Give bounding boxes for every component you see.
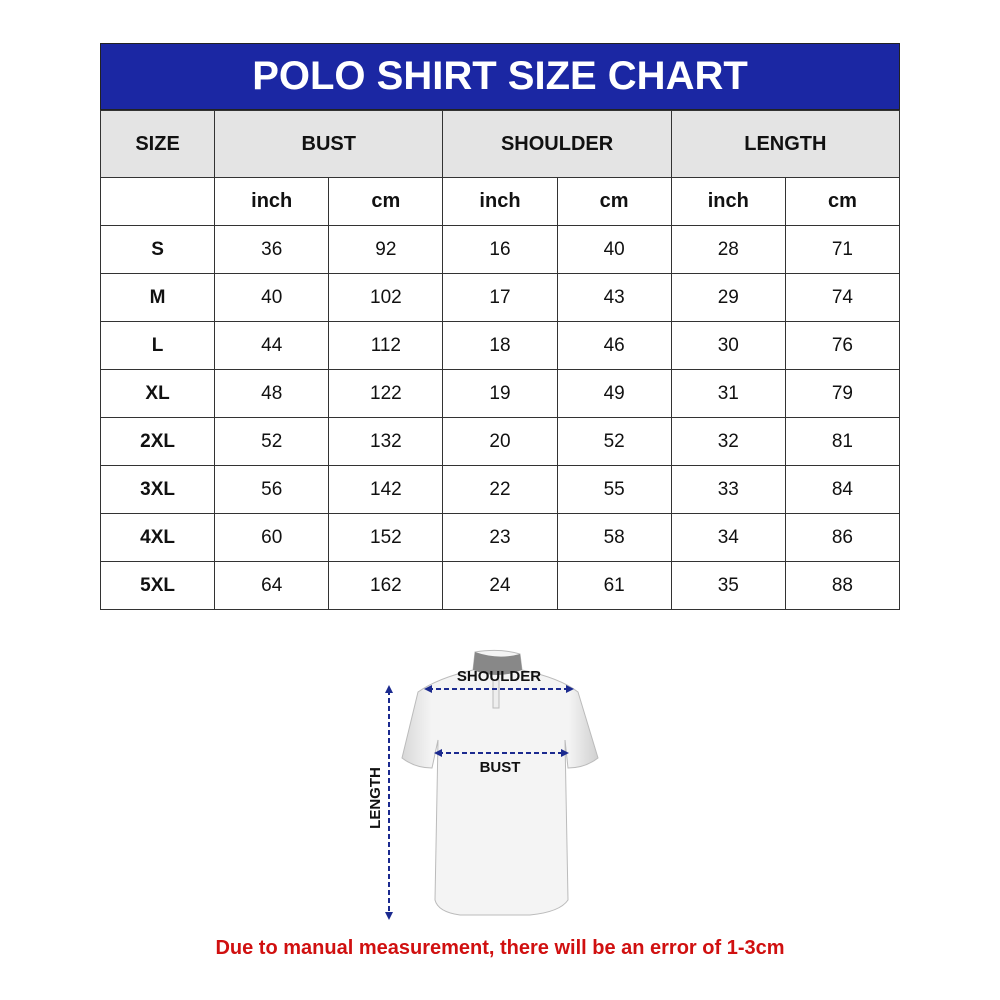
value-cell: 30 [670, 321, 786, 370]
bust-label: BUST [480, 759, 521, 776]
value-cell: 88 [784, 561, 901, 610]
value-cell: 76 [784, 321, 901, 370]
collar-icon [473, 652, 522, 675]
value-cell: 43 [556, 273, 672, 322]
value-cell: 84 [784, 465, 901, 514]
unit-blank [99, 177, 216, 226]
table-row: 3XL 56 142 22 55 33 84 [99, 465, 901, 514]
value-cell: 46 [556, 321, 672, 370]
table-row: M 40 102 17 43 29 74 [99, 273, 901, 322]
table-row: L 44 112 18 46 30 76 [99, 321, 901, 370]
value-cell: 112 [328, 321, 444, 370]
table-row: S 36 92 16 40 28 71 [99, 225, 901, 274]
value-cell: 58 [556, 513, 672, 562]
unit-row: inch cm inch cm inch cm [99, 177, 901, 226]
table-row: 4XL 60 152 23 58 34 86 [99, 513, 901, 562]
value-cell: 61 [556, 561, 672, 610]
header-shoulder: SHOULDER [442, 110, 672, 178]
value-cell: 22 [442, 465, 558, 514]
value-cell: 132 [328, 417, 444, 466]
table-row: XL 48 122 19 49 31 79 [99, 369, 901, 418]
value-cell: 81 [784, 417, 901, 466]
shirt-body [401, 649, 599, 916]
unit: inch [670, 177, 786, 226]
value-cell: 32 [670, 417, 786, 466]
value-cell: 36 [214, 225, 330, 274]
value-cell: 71 [784, 225, 901, 274]
value-cell: 102 [328, 273, 444, 322]
value-cell: 33 [670, 465, 786, 514]
size-cell: 4XL [99, 513, 216, 562]
table-row: 5XL 64 162 24 61 35 88 [99, 561, 901, 610]
value-cell: 79 [784, 369, 901, 418]
size-cell: 3XL [99, 465, 216, 514]
value-cell: 56 [214, 465, 330, 514]
value-cell: 92 [328, 225, 444, 274]
size-cell: XL [99, 369, 216, 418]
value-cell: 31 [670, 369, 786, 418]
value-cell: 60 [214, 513, 330, 562]
value-cell: 34 [670, 513, 786, 562]
page-title: POLO SHIRT SIZE CHART [100, 43, 900, 110]
header-length: LENGTH [670, 110, 901, 178]
value-cell: 55 [556, 465, 672, 514]
value-cell: 64 [214, 561, 330, 610]
value-cell: 18 [442, 321, 558, 370]
value-cell: 48 [214, 369, 330, 418]
size-table: SIZE BUST SHOULDER LENGTH inch cm inch c… [99, 110, 901, 610]
size-cell: 5XL [99, 561, 216, 610]
value-cell: 23 [442, 513, 558, 562]
value-cell: 24 [442, 561, 558, 610]
value-cell: 162 [328, 561, 444, 610]
unit: inch [442, 177, 558, 226]
header-row: SIZE BUST SHOULDER LENGTH [99, 110, 901, 178]
value-cell: 28 [670, 225, 786, 274]
value-cell: 29 [670, 273, 786, 322]
value-cell: 19 [442, 369, 558, 418]
value-cell: 35 [670, 561, 786, 610]
value-cell: 52 [556, 417, 672, 466]
unit: cm [328, 177, 444, 226]
table-row: 2XL 52 132 20 52 32 81 [99, 417, 901, 466]
measurement-note: Due to manual measurement, there will be… [215, 937, 785, 959]
shoulder-label: SHOULDER [457, 668, 541, 685]
size-cell: M [99, 273, 216, 322]
header-bust: BUST [214, 110, 444, 178]
value-cell: 44 [214, 321, 330, 370]
value-cell: 122 [328, 369, 444, 418]
value-cell: 74 [784, 273, 901, 322]
polo-shirt-diagram: SHOULDER BUST LENGTH [367, 649, 599, 920]
size-cell: S [99, 225, 216, 274]
header-size: SIZE [99, 110, 216, 178]
length-label: LENGTH [367, 767, 384, 829]
value-cell: 40 [214, 273, 330, 322]
value-cell: 152 [328, 513, 444, 562]
unit: cm [556, 177, 672, 226]
unit: inch [214, 177, 330, 226]
size-cell: 2XL [99, 417, 216, 466]
value-cell: 17 [442, 273, 558, 322]
unit: cm [784, 177, 901, 226]
value-cell: 52 [214, 417, 330, 466]
value-cell: 16 [442, 225, 558, 274]
value-cell: 49 [556, 369, 672, 418]
value-cell: 40 [556, 225, 672, 274]
value-cell: 86 [784, 513, 901, 562]
size-cell: L [99, 321, 216, 370]
value-cell: 142 [328, 465, 444, 514]
value-cell: 20 [442, 417, 558, 466]
